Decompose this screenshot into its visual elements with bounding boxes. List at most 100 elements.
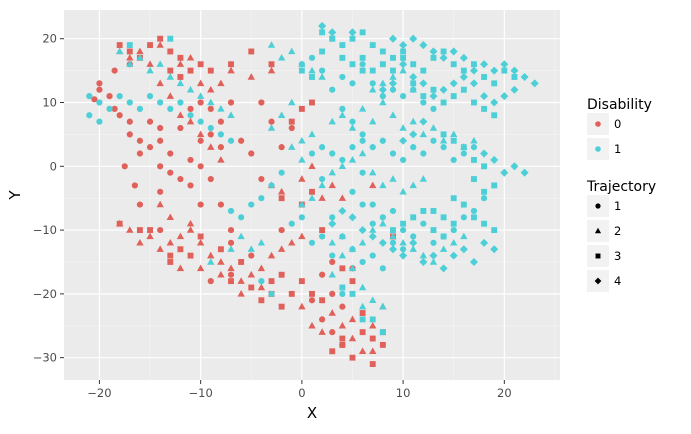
point-d1-t1 bbox=[136, 105, 144, 112]
point-d1-t1 bbox=[278, 169, 285, 176]
point-d1-t2 bbox=[288, 47, 296, 55]
point-d1-t4 bbox=[409, 72, 418, 82]
point-d1-t2 bbox=[328, 270, 336, 278]
point-d0-t3 bbox=[177, 54, 184, 61]
point-d1-t2 bbox=[207, 258, 215, 265]
point-d1-t4 bbox=[530, 79, 539, 88]
point-d1-t1 bbox=[400, 246, 407, 253]
point-d0-t1 bbox=[329, 329, 336, 336]
point-d1-t3 bbox=[319, 29, 326, 36]
point-d1-t3 bbox=[400, 54, 407, 61]
point-d0-t2 bbox=[338, 321, 347, 329]
point-d1-t2 bbox=[389, 175, 397, 182]
point-d1-t2 bbox=[379, 181, 387, 189]
point-d0-t1 bbox=[157, 188, 164, 195]
legend-key-trajectory-2 bbox=[594, 227, 602, 234]
point-d1-t2 bbox=[399, 66, 407, 74]
point-d1-t1 bbox=[288, 220, 295, 227]
point-d1-t2 bbox=[318, 181, 326, 189]
point-d0-t2 bbox=[126, 226, 134, 233]
point-d0-t3 bbox=[339, 335, 346, 342]
point-d1-t2 bbox=[227, 111, 235, 118]
point-d1-t4 bbox=[338, 206, 347, 215]
point-d1-t1 bbox=[349, 80, 356, 87]
point-d0-t3 bbox=[379, 341, 386, 348]
legend-key-trajectory-1 bbox=[595, 203, 601, 209]
point-d1-t2 bbox=[328, 168, 336, 176]
x-tick-label: −10 bbox=[189, 386, 213, 400]
point-d1-t2 bbox=[460, 232, 468, 240]
point-d0-t2 bbox=[328, 309, 336, 316]
point-d1-t1 bbox=[329, 86, 336, 93]
point-d0-t1 bbox=[111, 105, 118, 112]
point-d1-t3 bbox=[349, 35, 356, 42]
point-d1-t4 bbox=[510, 162, 519, 171]
point-d1-t1 bbox=[369, 220, 376, 227]
point-d1-t2 bbox=[298, 136, 306, 144]
point-d0-t3 bbox=[369, 361, 376, 367]
point-d1-t2 bbox=[237, 232, 245, 240]
point-d0-t3 bbox=[309, 188, 315, 195]
point-d1-t1 bbox=[197, 118, 204, 125]
point-d1-t1 bbox=[389, 86, 397, 93]
point-d1-t1 bbox=[268, 290, 275, 297]
point-d0-t2 bbox=[186, 53, 195, 61]
point-d0-t1 bbox=[329, 258, 336, 266]
point-d0-t3 bbox=[278, 271, 285, 278]
point-d1-t1 bbox=[86, 93, 93, 100]
point-d0-t3 bbox=[217, 246, 224, 253]
point-d0-t3 bbox=[309, 290, 315, 297]
point-d1-t1 bbox=[227, 207, 235, 215]
point-d0-t2 bbox=[176, 232, 185, 240]
point-d1-t4 bbox=[449, 47, 458, 56]
point-d1-t3 bbox=[339, 42, 346, 49]
point-d0-t1 bbox=[258, 175, 265, 183]
point-d1-t3 bbox=[359, 316, 366, 323]
point-d1-t1 bbox=[420, 99, 427, 106]
point-d0-t1 bbox=[96, 80, 103, 87]
point-d1-t1 bbox=[319, 233, 326, 240]
point-d1-t3 bbox=[349, 61, 356, 68]
point-d1-t1 bbox=[410, 144, 417, 151]
point-d1-t3 bbox=[450, 195, 457, 202]
point-d0-t2 bbox=[288, 238, 296, 246]
point-d0-t2 bbox=[267, 251, 276, 259]
point-d1-t3 bbox=[390, 54, 396, 61]
point-d1-t2 bbox=[338, 232, 347, 240]
point-d0-t2 bbox=[136, 47, 144, 55]
point-d1-t4 bbox=[419, 41, 428, 50]
point-d1-t4 bbox=[459, 245, 468, 254]
point-d0-t1 bbox=[319, 271, 326, 278]
point-d0-t1 bbox=[319, 316, 326, 323]
point-d1-t4 bbox=[439, 85, 448, 94]
point-d1-t1 bbox=[440, 144, 447, 151]
point-d1-t1 bbox=[339, 73, 346, 81]
point-d1-t2 bbox=[308, 194, 316, 201]
point-d0-t3 bbox=[339, 265, 346, 272]
point-d1-t1 bbox=[258, 278, 265, 285]
point-d1-t1 bbox=[86, 112, 93, 119]
point-d1-t2 bbox=[257, 238, 266, 246]
point-d1-t1 bbox=[126, 99, 133, 106]
point-d1-t1 bbox=[227, 137, 235, 144]
point-d1-t4 bbox=[469, 257, 478, 267]
legend-label-trajectory-3: 3 bbox=[614, 249, 621, 263]
point-d1-t1 bbox=[420, 220, 427, 227]
point-d1-t1 bbox=[96, 118, 103, 125]
point-d1-t4 bbox=[419, 257, 428, 267]
point-d1-t1 bbox=[359, 169, 366, 176]
point-d0-t3 bbox=[238, 259, 245, 265]
point-d0-t2 bbox=[298, 302, 306, 310]
point-d1-t4 bbox=[378, 85, 387, 94]
point-d1-t4 bbox=[348, 213, 357, 222]
legend-label-trajectory-1: 1 bbox=[614, 199, 621, 213]
point-d0-t1 bbox=[278, 226, 285, 234]
point-d0-t3 bbox=[359, 329, 366, 336]
legend-label-trajectory-2: 2 bbox=[614, 224, 621, 238]
point-d1-t4 bbox=[388, 79, 398, 88]
point-d0-t1 bbox=[268, 118, 275, 125]
point-d0-t3 bbox=[116, 42, 123, 49]
point-d0-t2 bbox=[237, 277, 245, 284]
point-d1-t2 bbox=[389, 232, 397, 240]
point-d0-t3 bbox=[319, 227, 326, 234]
